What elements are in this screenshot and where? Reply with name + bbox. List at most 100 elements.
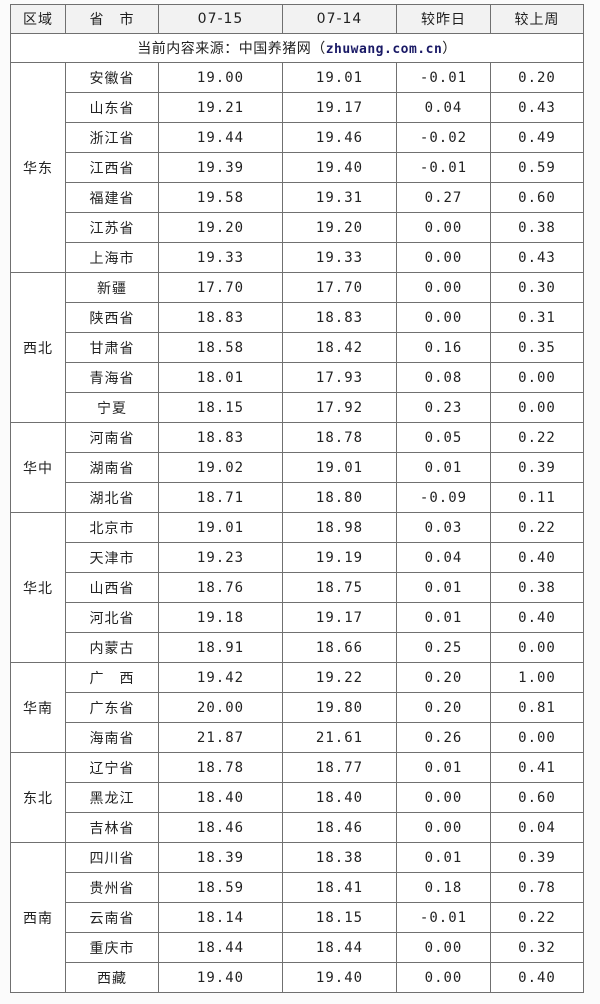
province-cell: 河北省 (65, 602, 159, 633)
vs-week-cell: 0.81 (490, 692, 584, 723)
province-cell: 福建省 (65, 182, 159, 213)
province-cell: 新疆 (65, 272, 159, 303)
vs-yesterday-cell: 0.00 (396, 812, 491, 843)
table-row: 天津市 19.23 19.19 0.04 0.40 (11, 542, 584, 573)
province-cell: 宁夏 (65, 392, 159, 423)
vs-yesterday-cell: 0.27 (396, 182, 491, 213)
table-row: 浙江省 19.44 19.46 -0.02 0.49 (11, 122, 584, 153)
vs-week-cell: 0.40 (490, 542, 584, 573)
vs-yesterday-cell: 0.23 (396, 392, 491, 423)
vs-week-cell: 0.22 (490, 902, 584, 933)
price-07-15-cell: 19.39 (158, 152, 283, 183)
price-07-15-cell: 18.59 (158, 872, 283, 903)
price-07-14-cell: 18.80 (282, 482, 397, 513)
table-row: 黑龙江 18.40 18.40 0.00 0.60 (11, 782, 584, 813)
price-07-15-cell: 19.02 (158, 452, 283, 483)
price-07-15-cell: 19.23 (158, 542, 283, 573)
table-row: 河北省 19.18 19.17 0.01 0.40 (11, 602, 584, 633)
table-row: 内蒙古 18.91 18.66 0.25 0.00 (11, 632, 584, 663)
province-cell: 云南省 (65, 902, 159, 933)
vs-yesterday-cell: 0.01 (396, 452, 491, 483)
vs-yesterday-cell: 0.01 (396, 602, 491, 633)
price-07-15-cell: 17.70 (158, 272, 283, 303)
price-07-15-cell: 18.76 (158, 572, 283, 603)
price-07-14-cell: 19.22 (282, 662, 397, 693)
vs-week-cell: 0.30 (490, 272, 584, 303)
vs-week-cell: 0.38 (490, 572, 584, 603)
table-row: 海南省 21.87 21.61 0.26 0.00 (11, 722, 584, 753)
source-note-prefix: 当前内容来源：中国养猪网（ (137, 41, 326, 57)
table-row: 青海省 18.01 17.93 0.08 0.00 (11, 362, 584, 393)
vs-week-cell: 0.35 (490, 332, 584, 363)
price-07-15-cell: 19.01 (158, 512, 283, 543)
vs-week-cell: 0.00 (490, 392, 584, 423)
price-07-14-cell: 17.70 (282, 272, 397, 303)
price-07-14-cell: 19.17 (282, 602, 397, 633)
vs-yesterday-cell: 0.03 (396, 512, 491, 543)
table-body: 华东 安徽省 19.00 19.01 -0.01 0.20 山东省 19.21 19.17 0.0… (10, 62, 584, 993)
vs-week-cell: 0.38 (490, 212, 584, 243)
price-07-14-cell: 19.40 (282, 962, 397, 993)
vs-yesterday-cell: 0.00 (396, 242, 491, 273)
province-cell: 天津市 (65, 542, 159, 573)
province-cell: 湖北省 (65, 482, 159, 513)
price-07-14-cell: 19.17 (282, 92, 397, 123)
province-cell: 广东省 (65, 692, 159, 723)
price-07-14-cell: 19.33 (282, 242, 397, 273)
price-07-15-cell: 18.78 (158, 752, 283, 783)
vs-yesterday-cell: 0.16 (396, 332, 491, 363)
header-row: 区域 省 市 07-15 07-14 较昨日 较上周 (10, 4, 584, 34)
price-07-15-cell: 19.18 (158, 602, 283, 633)
price-07-15-cell: 18.46 (158, 812, 283, 843)
source-domain: zhuwang.com.cn (325, 42, 443, 57)
table-row: 西北 新疆 17.70 17.70 0.00 0.30 (10, 272, 584, 423)
price-07-15-cell: 18.44 (158, 932, 283, 963)
price-07-15-cell: 21.87 (158, 722, 283, 753)
price-07-15-cell: 18.83 (158, 302, 283, 333)
price-07-15-cell: 18.58 (158, 332, 283, 363)
region-cell: 华中 (10, 422, 66, 513)
table-row: 陕西省 18.83 18.83 0.00 0.31 (11, 302, 584, 333)
price-07-15-cell: 19.58 (158, 182, 283, 213)
province-cell: 江西省 (65, 152, 159, 183)
price-07-15-cell: 18.91 (158, 632, 283, 663)
vs-yesterday-cell: 0.01 (396, 842, 491, 873)
source-note-suffix: ） (442, 41, 457, 57)
vs-week-cell: 0.22 (490, 512, 584, 543)
price-07-14-cell: 17.93 (282, 362, 397, 393)
price-07-14-cell: 19.01 (282, 452, 397, 483)
price-07-14-cell: 19.80 (282, 692, 397, 723)
province-cell: 山西省 (65, 572, 159, 603)
province-cell: 吉林省 (65, 812, 159, 843)
price-07-14-cell: 18.75 (282, 572, 397, 603)
province-cell: 辽宁省 (65, 752, 159, 783)
price-07-14-cell: 18.44 (282, 932, 397, 963)
price-07-14-cell: 18.46 (282, 812, 397, 843)
vs-yesterday-cell: -0.01 (396, 902, 491, 933)
price-07-14-cell: 19.01 (282, 62, 397, 93)
vs-yesterday-cell: 0.00 (396, 932, 491, 963)
table-row: 甘肃省 18.58 18.42 0.16 0.35 (11, 332, 584, 363)
price-07-14-cell: 18.66 (282, 632, 397, 663)
table-row: 重庆市 18.44 18.44 0.00 0.32 (11, 932, 584, 963)
vs-yesterday-cell: -0.09 (396, 482, 491, 513)
province-cell: 湖南省 (65, 452, 159, 483)
price-07-14-cell: 18.42 (282, 332, 397, 363)
province-cell: 海南省 (65, 722, 159, 753)
vs-yesterday-cell: -0.01 (396, 152, 491, 183)
vs-yesterday-cell: 0.20 (396, 662, 491, 693)
vs-week-cell: 0.40 (490, 602, 584, 633)
table-row: 华中 河南省 18.83 18.78 0.05 0.22 (10, 422, 584, 513)
table-row: 华南广 西 19.42 19.22 0.20 1.00 (10, 662, 584, 753)
vs-week-cell: 0.32 (490, 932, 584, 963)
province-cell: 四川省 (65, 842, 159, 873)
vs-yesterday-cell: 0.26 (396, 722, 491, 753)
vs-yesterday-cell: 0.00 (396, 272, 491, 303)
price-07-15-cell: 19.42 (158, 662, 283, 693)
table-row: 江苏省 19.20 19.20 0.00 0.38 (11, 212, 584, 243)
vs-week-cell: 0.78 (490, 872, 584, 903)
pig-price-table: 区域 省 市 07-15 07-14 较昨日 较上周 当前内容来源：中国养猪网（… (10, 4, 584, 993)
table-row: 贵州省 18.59 18.41 0.18 0.78 (11, 872, 584, 903)
vs-yesterday-cell: 0.01 (396, 752, 491, 783)
